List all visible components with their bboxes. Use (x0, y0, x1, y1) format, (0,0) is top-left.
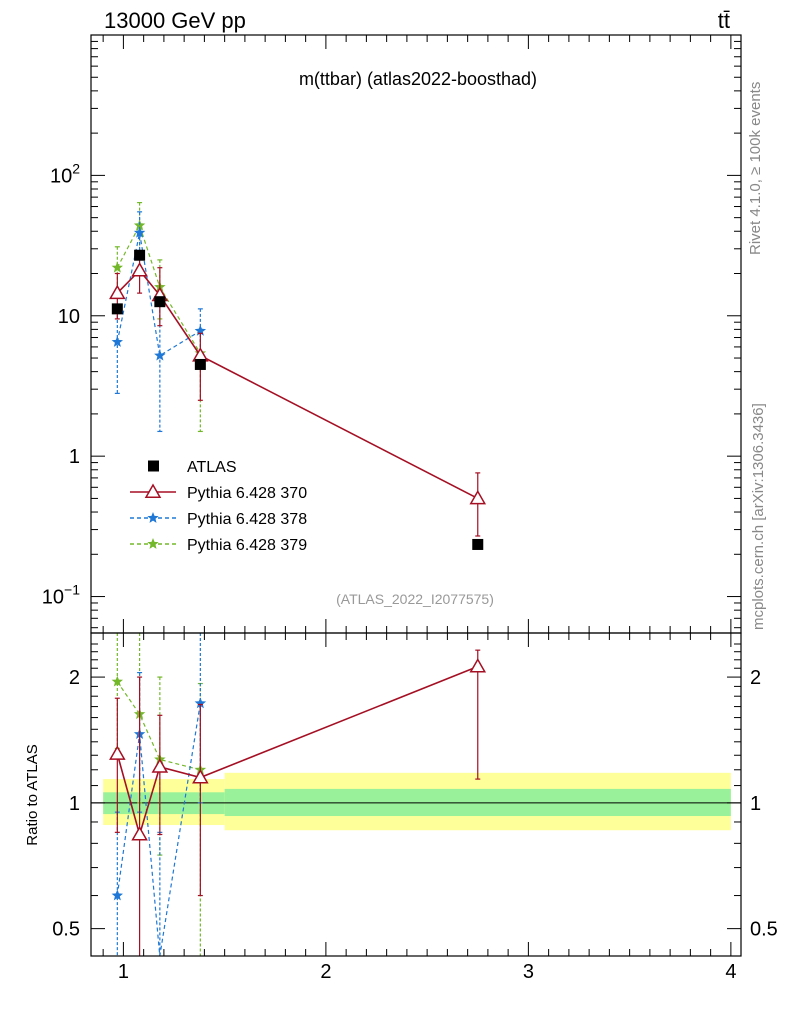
mcplots-reference-label: mcplots.cern.ch [arXiv:1306.3436] (750, 403, 767, 630)
data-point (472, 538, 484, 550)
ratio-y-tick-label-right: 0.5 (750, 919, 778, 941)
triangle-marker (144, 483, 162, 498)
rivet-version-label: Rivet 4.1.0, ≥ 100k events (747, 82, 764, 255)
star-marker (111, 261, 123, 273)
triangle-marker (109, 745, 126, 760)
series-line (116, 269, 479, 500)
x-tick-label: 4 (725, 961, 736, 983)
data-point (194, 358, 206, 370)
star-marker (133, 219, 146, 231)
triangle-marker (469, 657, 487, 673)
y-tick-label: 102 (50, 160, 80, 187)
x-tick-label: 3 (523, 961, 534, 983)
panel-frames (90, 34, 742, 957)
star-marker (147, 512, 159, 523)
series-line (116, 681, 201, 771)
series-pythia-6-428-370 (109, 649, 487, 956)
process-label: tt̄ (718, 8, 730, 33)
legend-label: Pythia 6.428 378 (187, 511, 307, 528)
legend-entry: ATLAS (148, 459, 237, 476)
legend-label: Pythia 6.428 370 (187, 485, 307, 502)
data-point (134, 249, 146, 261)
ratio-y-tick-label-left: 2 (69, 667, 80, 689)
data-point (154, 296, 166, 308)
star-marker (154, 349, 166, 361)
series-line (116, 223, 201, 354)
legend-entry: Pythia 6.428 370 (130, 483, 307, 502)
legend-swatch (148, 460, 159, 472)
ratio-y-tick-label-left: 0.5 (52, 919, 80, 941)
analysis-watermark: (ATLAS_2022_I2077575) (336, 591, 494, 607)
chart-title: m(ttbar) (atlas2022-boosthad) (299, 69, 537, 89)
triangle-marker (151, 758, 169, 773)
legend-entry: Pythia 6.428 378 (130, 511, 307, 528)
data-point (111, 303, 123, 315)
star-marker (111, 336, 123, 347)
series-line (116, 703, 201, 957)
legend-label: Pythia 6.428 379 (187, 537, 307, 554)
legend-label: ATLAS (187, 459, 237, 476)
axes: 10−1 1 10 102 1 2 3 4 0.5 0.5 1 1 2 2 (42, 35, 778, 983)
star-marker (147, 538, 159, 549)
series-line (116, 232, 201, 357)
triangle-marker (192, 768, 209, 784)
x-tick-label: 2 (320, 961, 331, 983)
star-marker (133, 226, 146, 238)
main-panel (109, 201, 487, 550)
y-tick-label: 10−1 (42, 582, 80, 609)
energy-label: 13000 GeV pp (104, 8, 246, 33)
y-tick-label: 10 (58, 306, 80, 328)
y-tick-label: 1 (69, 446, 80, 468)
triangle-marker (469, 489, 487, 505)
star-marker (111, 889, 123, 901)
series-pythia-6-428-379 (111, 201, 207, 433)
triangle-marker (131, 825, 148, 841)
legend: ATLAS Pythia 6.428 370 Pythia 6.428 378 Pyt… (130, 459, 307, 554)
ratio-y-tick-label-left: 1 (69, 793, 80, 815)
ratio-ylabel: Ratio to ATLAS (24, 744, 41, 845)
ratio-panel (109, 633, 487, 957)
ratio-frame (90, 632, 742, 957)
ratio-uncertainty-bands (91, 772, 741, 831)
star-marker (111, 675, 123, 687)
legend-entry: Pythia 6.428 379 (130, 537, 307, 554)
star-marker (194, 324, 207, 336)
series-atlas (111, 249, 484, 550)
triangle-marker (131, 262, 148, 277)
ratio-y-tick-label-right: 1 (750, 793, 761, 815)
star-marker (194, 697, 207, 709)
triangle-marker (109, 284, 126, 300)
ratio-y-tick-label-right: 2 (750, 667, 761, 689)
series-pythia-6-428-378 (111, 211, 207, 433)
x-tick-label: 1 (118, 961, 129, 983)
